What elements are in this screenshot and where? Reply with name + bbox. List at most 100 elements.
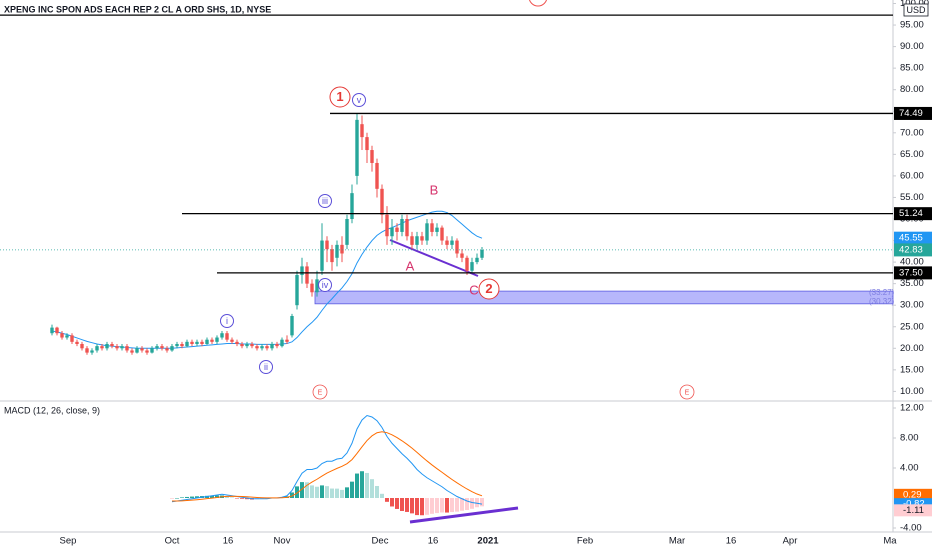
candle-body: [225, 333, 229, 340]
level-price-label: 74.49: [899, 108, 923, 119]
candle-body: [250, 343, 254, 347]
candle-body: [425, 223, 429, 241]
candle-body: [80, 343, 84, 349]
y-tick-label: 4.00: [900, 463, 919, 474]
histogram-bar: [190, 496, 194, 498]
y-tick-label: 12.00: [900, 403, 924, 414]
level-price-label: 37.50: [899, 267, 923, 278]
candle-body: [295, 275, 299, 306]
histogram-bar: [185, 496, 189, 498]
histogram-bar: [440, 498, 444, 513]
candle-body: [415, 236, 419, 245]
candle-body: [340, 244, 344, 254]
histogram-bar: [480, 498, 484, 507]
candle-body: [125, 346, 129, 351]
candle-body: [255, 346, 259, 349]
candle-body: [270, 343, 274, 349]
y-tick-label: 70.00: [900, 127, 924, 138]
histogram-bar: [235, 498, 239, 499]
wave-label: 2: [485, 281, 492, 296]
y-tick-label: 90.00: [900, 41, 924, 52]
price-trend-line: [389, 239, 479, 277]
price-zone: [314, 290, 894, 305]
wave-circle: [478, 278, 500, 300]
histogram-bar: [435, 498, 439, 514]
y-tick-label: 95.00: [900, 20, 924, 31]
y-tick-label: 25.00: [900, 321, 924, 332]
candle-body: [115, 346, 119, 349]
candle-body: [65, 335, 69, 338]
histogram-bar: [470, 498, 474, 509]
y-tick-label: -4.00: [900, 523, 922, 534]
x-tick-label: Dec: [372, 536, 389, 547]
candle-body: [375, 162, 379, 189]
histogram-bar: [180, 497, 184, 498]
macd-title: MACD (12, 26, close, 9): [4, 405, 100, 415]
x-tick-label: Oct: [165, 536, 180, 547]
candle-body: [175, 343, 179, 347]
histogram-bar: [170, 498, 174, 499]
histogram-bar: [460, 498, 464, 511]
histogram-bar: [395, 498, 399, 509]
corrective-label: B: [430, 182, 439, 197]
candle-body: [230, 339, 234, 342]
candle-body: [215, 337, 219, 342]
candle-body: [55, 327, 59, 334]
candle-body: [315, 279, 319, 293]
candle-body: [140, 348, 144, 351]
corrective-label: C: [469, 282, 478, 297]
candle-body: [365, 137, 369, 151]
event-label: E: [318, 389, 323, 396]
candle-body: [120, 346, 124, 349]
corrective-label: A: [406, 258, 415, 273]
histogram-bar: [335, 488, 339, 498]
histogram-bar: [390, 498, 394, 507]
candle-body: [465, 257, 469, 271]
candle-body: [300, 266, 304, 276]
candle-body: [185, 341, 189, 347]
histogram-bar: [380, 493, 384, 498]
histogram-bar: [465, 498, 469, 510]
candle-body: [235, 341, 239, 344]
y-tick-label: 35.00: [900, 278, 924, 289]
candle-body: [420, 236, 424, 241]
y-tick-label: 10.00: [900, 386, 924, 397]
y-tick-label: 30.00: [900, 300, 924, 311]
zone-bottom-label: (30.32): [869, 297, 895, 306]
histogram-bar: [305, 482, 309, 498]
x-tick-label: Nov: [274, 536, 291, 547]
macd-value-label: -0.82: [903, 499, 925, 510]
candle-body: [240, 343, 244, 347]
candle-body: [165, 348, 169, 351]
candle-body: [400, 219, 404, 232]
y-tick-label: 20.00: [900, 343, 924, 354]
histogram-bar: [450, 498, 454, 513]
candle-body: [90, 350, 94, 353]
macd-trend-line: [409, 506, 519, 524]
wave-label: 1: [336, 89, 343, 104]
candle-body: [410, 236, 414, 245]
wave-circle: [318, 278, 332, 292]
histogram-bar: [225, 496, 229, 498]
event-marker-partial: [528, 0, 548, 7]
histogram-bar: [355, 473, 359, 498]
y-tick-label: 65.00: [900, 149, 924, 160]
candle-body: [130, 350, 134, 353]
wave-circle: [259, 360, 273, 374]
y-tick-label: 8.00: [900, 433, 919, 444]
histogram-bar: [310, 485, 314, 498]
x-tick-label: 2021: [477, 536, 499, 547]
wave-label: iii: [322, 196, 328, 206]
event-marker: [312, 384, 328, 400]
candle-body: [325, 240, 329, 250]
candle-body: [405, 219, 409, 237]
candle-body: [290, 315, 294, 336]
histogram-bar: [215, 495, 219, 498]
histogram-value-label-box: [894, 504, 932, 517]
ma-price-label: 45.55: [899, 233, 923, 244]
x-tick-label: 16: [428, 536, 439, 547]
histogram-bar: [365, 472, 369, 498]
histogram-bar: [300, 482, 304, 498]
